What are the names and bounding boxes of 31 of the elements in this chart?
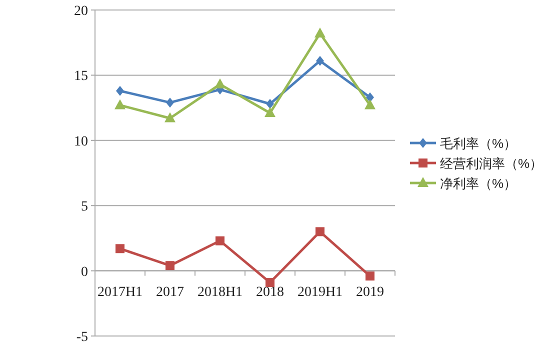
y-tick-label: -5 <box>76 330 88 344</box>
point <box>264 107 276 118</box>
y-tick-label: 10 <box>74 134 88 150</box>
point <box>366 92 374 102</box>
point <box>266 98 274 109</box>
point <box>116 86 124 96</box>
point <box>314 27 326 38</box>
y-tick-label: 20 <box>74 4 88 19</box>
point <box>216 236 224 246</box>
y-tick-label: 5 <box>81 200 88 215</box>
point <box>166 261 174 270</box>
y-tick-label: 15 <box>74 69 88 84</box>
point <box>364 99 376 110</box>
point <box>116 244 124 254</box>
legend-label: 毛利率（%） <box>440 136 517 151</box>
x-tick-label: 2017 <box>156 284 184 300</box>
point <box>164 112 176 122</box>
x-tick-label: 2018 <box>256 284 284 300</box>
x-tick-label: 2019H1 <box>297 284 343 300</box>
x-tick-label: 2017H1 <box>97 284 143 300</box>
x-tick-label: 2019 <box>356 284 384 300</box>
legend-label: 经营利润率（%） <box>440 156 543 171</box>
point <box>316 56 324 66</box>
y-tick-label: 0 <box>81 264 88 280</box>
point <box>214 78 226 88</box>
point <box>316 227 324 236</box>
point <box>114 99 126 110</box>
x-tick-label: 2018H1 <box>197 284 243 300</box>
point <box>166 98 174 108</box>
legend-label: 净利率（%） <box>440 176 517 191</box>
point <box>366 272 374 281</box>
